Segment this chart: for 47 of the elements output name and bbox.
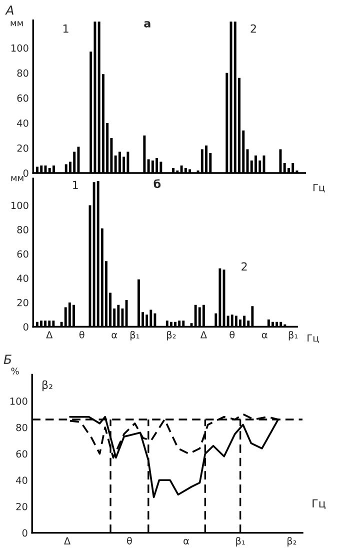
y-axis-title: мм [10,21,23,26]
y-tick-label: 40 [16,476,28,484]
annotation: 1 [73,180,78,189]
y-axis-title: мм [11,176,24,182]
x-tick-label: β₂ [288,536,296,546]
y-tick-label: 0 [23,169,28,177]
y-tick-label: 40 [17,274,28,282]
text: Б [4,354,12,364]
annotation: 2 [242,262,247,271]
y-tick-label: 80 [17,69,28,77]
x-tick-label: θ [127,536,132,544]
chart-title: б [154,179,161,188]
text: Гц [312,499,326,509]
x-tick-label: Δ [200,331,207,338]
y-tick-label: 0 [22,529,28,537]
x-tick-label: Δ [46,331,53,338]
y-tick-label: 80 [16,424,28,432]
y-tick-label: 60 [17,250,28,258]
y-tick-label: 20 [17,144,28,152]
text: А [5,6,14,15]
x-tick-label: α [262,332,268,338]
x-tick-label: β₁ [130,330,140,340]
annotation: β₂ [42,380,52,392]
x-tick-label: α [112,332,118,338]
y-tick-label: 20 [17,298,28,306]
x-tick-label: α [184,538,189,544]
y-tick-label: 60 [17,94,28,102]
x-tick-label: Δ [64,537,71,544]
chart-title: а [144,21,150,28]
annotation: 1 [63,24,68,33]
x-tick-label: θ [230,330,235,338]
x-axis-title: Гц [314,184,325,192]
y-axis-title: % [11,368,19,375]
y-tick-label: 60 [16,450,28,458]
y-tick-label: 100 [11,202,28,210]
y-tick-label: 100 [11,44,28,52]
y-tick-label: 20 [16,502,28,510]
y-tick-label: 80 [17,226,28,234]
annotation: 2 [250,24,256,33]
x-tick-label: β₁ [236,536,245,546]
x-tick-label: β₂ [167,330,176,340]
y-tick-label: 100 [10,398,28,405]
y-tick-label: 40 [17,119,28,127]
x-tick-label: β₁ [288,330,298,340]
y-tick-label: 0 [23,323,28,331]
x-axis-title: Гц [308,334,319,343]
x-tick-label: θ [79,330,84,338]
